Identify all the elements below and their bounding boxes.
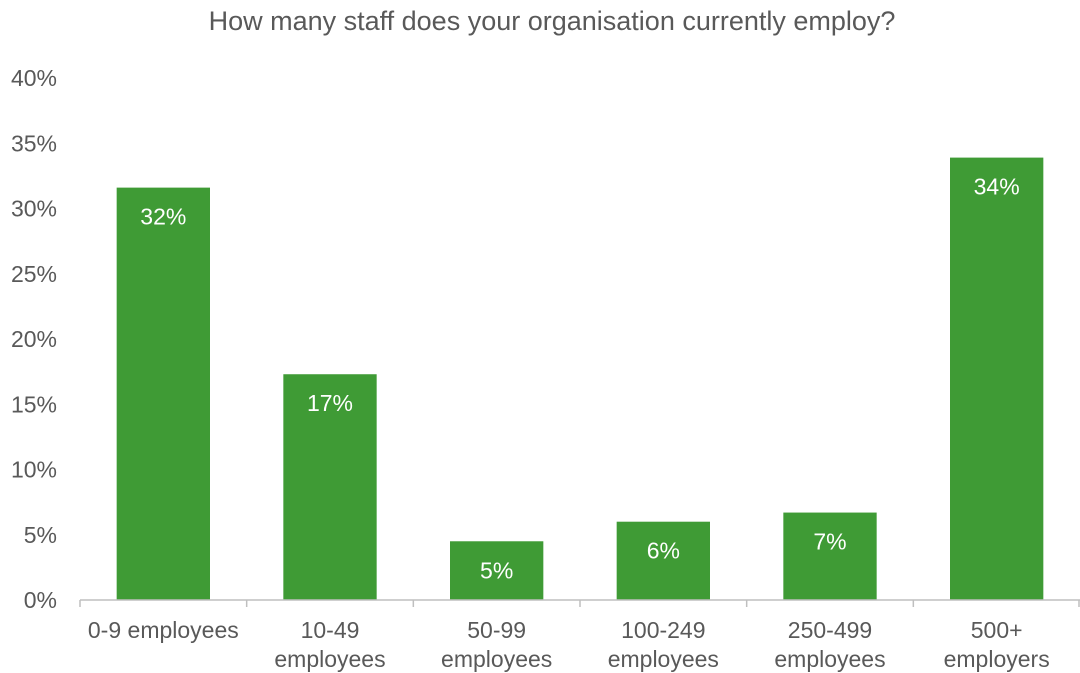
category-label: 10-49 [301, 617, 360, 643]
data-label: 32% [140, 204, 186, 230]
data-label: 5% [480, 557, 513, 583]
category-label: 50-99 [467, 617, 526, 643]
bar [950, 157, 1044, 601]
category-label: 100-249 [621, 617, 705, 643]
bars [116, 157, 1044, 601]
y-tick-label: 15% [11, 391, 57, 417]
category-label: 250-499 [788, 617, 872, 643]
category-label: employees [274, 646, 385, 672]
category-label: employers [944, 646, 1050, 672]
category-label: 0-9 employees [88, 617, 239, 643]
y-tick-label: 30% [11, 196, 57, 222]
bar [616, 521, 710, 600]
y-axis: 0% 5% 10% 15% 20% 25% 30% 35% 40% [11, 65, 57, 613]
bar [283, 374, 377, 600]
chart-title: How many staff does your organisation cu… [209, 6, 896, 36]
data-label: 7% [813, 529, 846, 555]
bar [450, 541, 544, 600]
bar [783, 512, 877, 600]
y-tick-label: 20% [11, 326, 57, 352]
y-tick-label: 25% [11, 261, 57, 287]
category-label: 500+ [971, 617, 1023, 643]
y-tick-label: 0% [24, 587, 57, 613]
category-label: employees [774, 646, 885, 672]
bar [116, 187, 210, 600]
data-labels: 32% 17% 5% 6% 7% 34% [140, 174, 1019, 584]
data-label: 34% [974, 174, 1020, 200]
data-label: 6% [647, 538, 680, 564]
x-axis: 0-9 employees 10-49 employees 50-99 employee… [79, 599, 1080, 672]
data-label: 17% [307, 390, 353, 416]
category-label: employees [441, 646, 552, 672]
y-tick-label: 40% [11, 65, 57, 91]
y-tick-label: 5% [24, 522, 57, 548]
y-tick-label: 10% [11, 457, 57, 483]
category-label: employees [608, 646, 719, 672]
y-tick-label: 35% [11, 130, 57, 156]
